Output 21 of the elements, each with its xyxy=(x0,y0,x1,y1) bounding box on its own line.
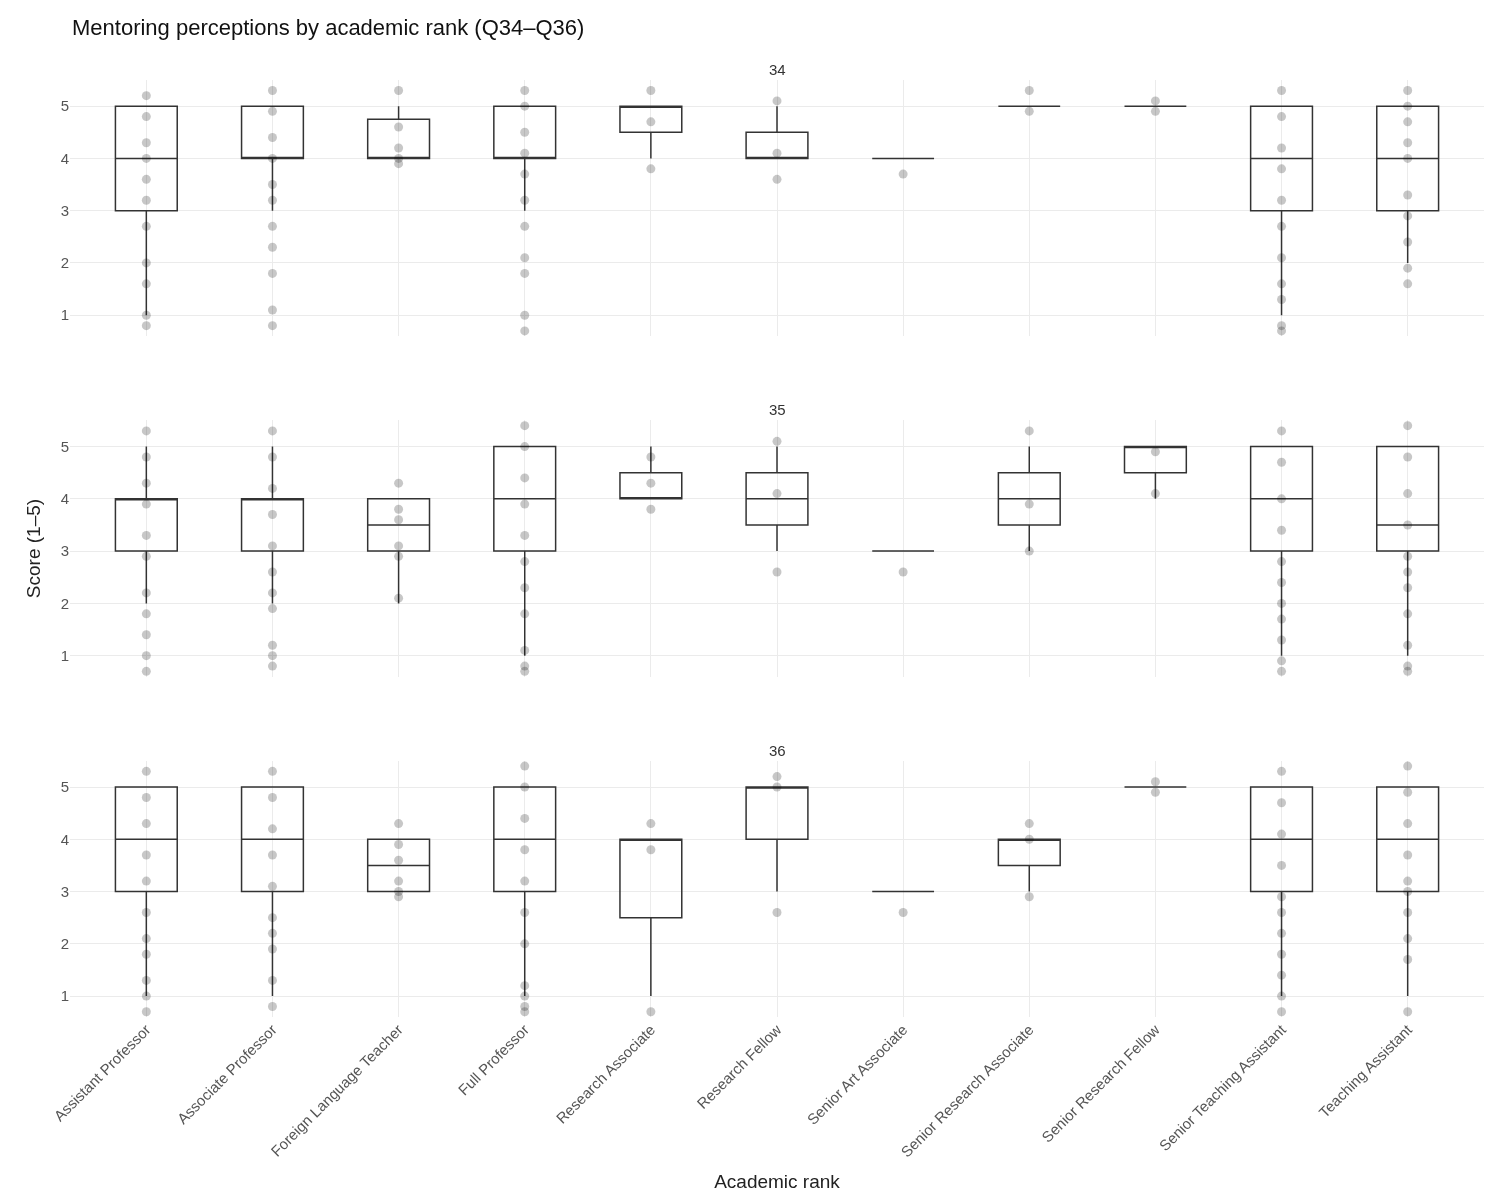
y-tick-label: 1 xyxy=(60,987,69,1005)
chart-title: 34 xyxy=(769,61,786,78)
y-tick-label: 4 xyxy=(60,149,69,167)
chart-title: 36 xyxy=(769,742,786,759)
y-tick-label: 5 xyxy=(60,437,69,455)
y-tick-label: 2 xyxy=(60,254,69,272)
x-axis-title: Academic rank xyxy=(714,1171,841,1193)
y-tick-label: 1 xyxy=(60,646,69,664)
y-axis-title: Score (1–5) xyxy=(22,498,44,599)
chart-title: 35 xyxy=(769,401,786,418)
y-tick-label: 3 xyxy=(60,201,69,219)
y-tick-label: 5 xyxy=(60,97,69,115)
y-tick-label: 2 xyxy=(60,935,69,953)
y-tick-label: 1 xyxy=(60,306,69,324)
y-tick-label: 2 xyxy=(60,594,69,612)
y-tick-label: 5 xyxy=(60,778,69,796)
y-tick-label: 3 xyxy=(60,882,69,900)
y-tick-label: 3 xyxy=(60,542,69,560)
y-tick-label: 4 xyxy=(60,830,69,848)
y-tick-label: 4 xyxy=(60,490,69,508)
text: Mentoring perceptions by academic rank (Q34–Q36) xyxy=(72,15,585,40)
